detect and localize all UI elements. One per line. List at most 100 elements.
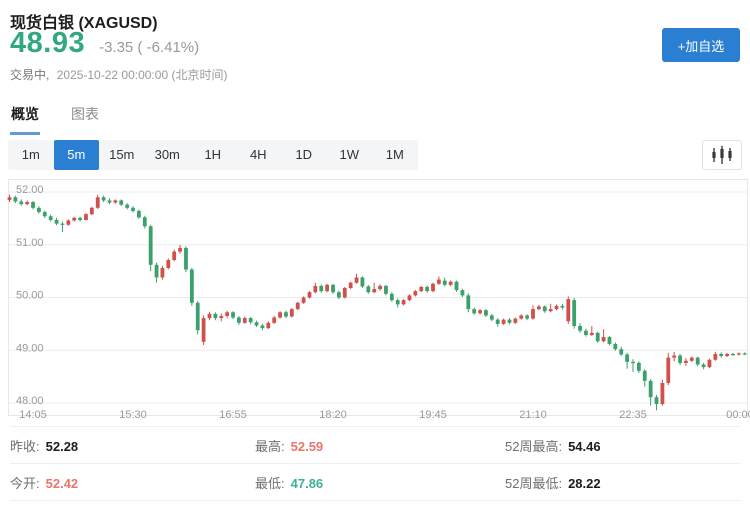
timeframe-5m[interactable]: 5m	[53, 140, 99, 170]
candle-body	[742, 353, 747, 355]
chart-type-button[interactable]	[702, 140, 742, 170]
candle-body	[131, 207, 135, 211]
tab-bar: 概览 图表	[10, 104, 100, 135]
candle-body	[31, 202, 35, 208]
candle-body	[160, 267, 165, 278]
stat-item: 最低: 47.86	[255, 473, 505, 492]
x-axis-label: 16:55	[219, 409, 247, 421]
stat-value: 52.28	[45, 439, 79, 454]
x-axis-label: 15:30	[119, 409, 147, 421]
candle-body	[654, 397, 659, 405]
candle-body	[489, 315, 494, 320]
status-row: 交易中, 2025-10-22 00:00:00 (北京时间)	[10, 66, 227, 83]
price-change: -3.35 ( -6.41%)	[99, 39, 200, 56]
candle-body	[13, 197, 18, 202]
candle-body	[272, 317, 277, 323]
candle-body	[254, 322, 259, 326]
stats-row: 今开: 52.42 最低: 47.86 52周最低: 28.22	[10, 464, 741, 501]
candle-body	[736, 353, 741, 355]
candle-body	[107, 200, 112, 203]
timeframe-1w[interactable]: 1W	[339, 147, 360, 162]
timeframe-1d[interactable]: 1D	[295, 147, 313, 162]
candle-body	[678, 355, 682, 363]
y-axis-label: 48.00	[16, 395, 44, 407]
candle-body	[37, 207, 41, 213]
candle-body	[225, 312, 230, 316]
candle-body	[660, 382, 665, 405]
candle-body	[184, 247, 188, 270]
candle-body	[448, 281, 453, 285]
candle-body	[189, 269, 194, 303]
candle-body	[89, 207, 94, 215]
candle-body	[531, 309, 535, 319]
add-to-watchlist-button[interactable]: +加自选	[662, 28, 740, 62]
stat-value: 47.86	[290, 476, 324, 491]
candle-body	[689, 357, 694, 361]
candle-body	[519, 315, 524, 319]
candle-body	[419, 286, 424, 292]
y-axis-label: 49.00	[16, 342, 44, 354]
candle-body	[536, 306, 541, 310]
candle-body	[666, 357, 671, 383]
candle-body	[560, 305, 565, 308]
candle-body	[466, 295, 471, 310]
candle-body	[195, 302, 200, 331]
candle-body	[137, 210, 141, 218]
candle-body	[542, 306, 547, 312]
candle-body	[566, 299, 571, 322]
timeframe-4h[interactable]: 4H	[249, 147, 267, 162]
candle-body	[60, 223, 65, 225]
candle-body	[413, 291, 418, 296]
candle-body	[301, 297, 306, 303]
candle-body	[731, 353, 735, 356]
candle-body	[284, 312, 288, 317]
candle-body	[354, 277, 359, 283]
tab-chart[interactable]: 图表	[71, 106, 99, 122]
candle-body	[166, 260, 171, 268]
candle-body	[348, 282, 353, 289]
candle-body	[142, 217, 147, 227]
stat-value: 28.22	[568, 476, 601, 491]
x-axis-label: 14:05	[19, 409, 47, 421]
candle-body	[431, 283, 435, 292]
candle-body	[554, 305, 559, 310]
timeframe-30m[interactable]: 30m	[154, 147, 180, 162]
candle-body	[725, 353, 730, 357]
candle-body	[25, 202, 30, 205]
timeframe-1m[interactable]: 1M	[385, 147, 404, 162]
stat-label: 今开:	[10, 476, 40, 491]
timeframe-15m[interactable]: 15m	[109, 147, 135, 162]
chart-canvas[interactable]: 52.00 51.00 50.00 49.00 48.00 14:05 15:30 16:55…	[0, 178, 750, 426]
candle-body	[572, 300, 577, 326]
candle-body	[113, 200, 118, 203]
candle-body	[154, 264, 159, 278]
y-axis-label: 51.00	[16, 237, 44, 249]
candle-body	[331, 284, 335, 293]
timeframe-1m[interactable]: 1m	[21, 147, 40, 162]
candle-body	[313, 285, 318, 293]
candle-body	[360, 277, 365, 287]
candlestick-chart[interactable]: 52.00 51.00 50.00 49.00 48.00 14:05 15:30 16:55…	[0, 178, 750, 426]
candle-body	[289, 309, 294, 317]
timeframe-1h[interactable]: 1H	[204, 147, 222, 162]
candle-body	[342, 288, 347, 298]
timeframe-bar: 1m 5m 15m 30m 1H 4H 1D 1W 1M	[8, 140, 418, 170]
candle-body	[578, 325, 582, 331]
candle-body	[478, 310, 482, 314]
tab-overview[interactable]: 概览	[10, 104, 40, 135]
candle-body	[389, 293, 394, 301]
candle-body	[636, 362, 641, 371]
candle-body	[236, 317, 241, 323]
candle-body	[695, 357, 700, 365]
stat-value: 54.46	[568, 439, 601, 454]
candle-body	[395, 300, 400, 305]
x-axis-label: 00:00	[726, 409, 750, 421]
candle-body	[125, 204, 130, 208]
candle-body	[401, 300, 406, 305]
x-axis-label: 19:45	[419, 409, 447, 421]
trading-status: 交易中,	[10, 68, 50, 82]
last-price: 48.93	[10, 27, 86, 59]
candle-body	[242, 318, 247, 323]
price-row: 48.93 -3.35 ( -6.41%)	[10, 27, 199, 60]
